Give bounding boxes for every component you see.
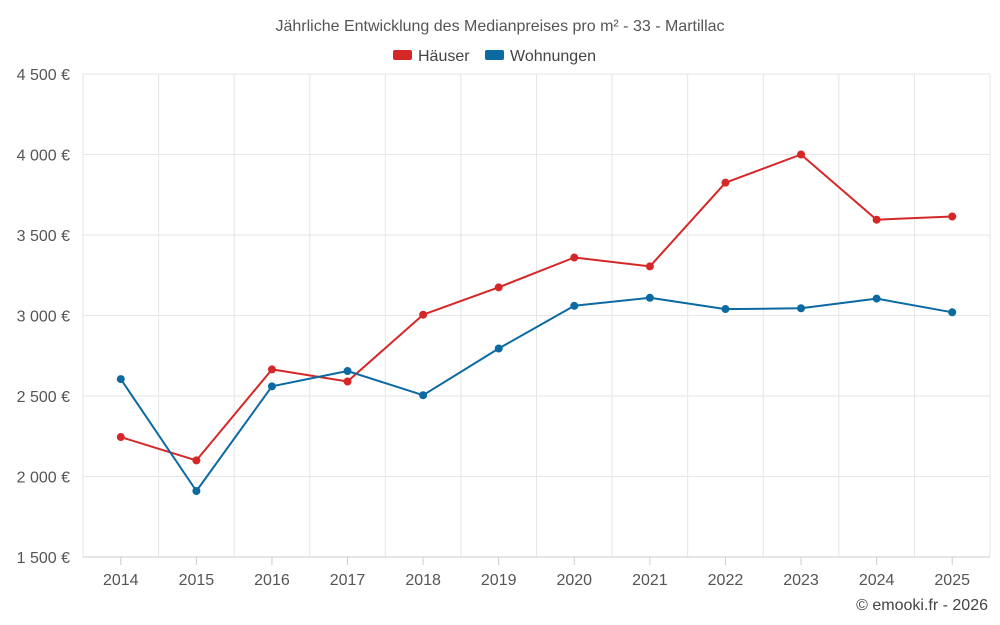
series-line-h-user [120,153,953,462]
data-point-wohnungen[interactable] [419,391,428,400]
x-tick-label: 2022 [708,572,744,589]
data-point-wohnungen[interactable] [797,304,806,313]
legend-swatch-wohnungen[interactable] [485,50,504,60]
credit-text: © emooki.fr - 2026 [856,597,988,614]
legend-label-wohnungen[interactable]: Wohnungen [510,48,596,65]
data-point-wohnungen[interactable] [948,308,957,317]
data-point-wohnungen[interactable] [192,486,201,495]
data-point-wohnungen[interactable] [645,293,654,302]
x-tick-label: 2019 [481,572,517,589]
data-point-h-user[interactable] [494,283,503,292]
x-tick-label: 2021 [632,572,668,589]
y-tick-label: 4 500 € [17,67,70,84]
x-tick-label: 2018 [405,572,441,589]
x-tick-label: 2017 [330,572,366,589]
data-point-h-user[interactable] [192,456,201,465]
data-point-h-user[interactable] [872,215,881,224]
data-point-h-user[interactable] [419,310,428,319]
data-point-h-user[interactable] [721,178,730,187]
data-point-wohnungen[interactable] [116,375,125,384]
data-point-h-user[interactable] [645,262,654,271]
x-tick-label: 2020 [556,572,592,589]
x-tick-label: 2016 [254,572,290,589]
legend-swatch-h-user[interactable] [393,50,412,60]
data-point-wohnungen[interactable] [343,367,352,376]
x-tick-label: 2024 [859,572,895,589]
data-point-h-user[interactable] [116,433,125,442]
y-tick-label: 2 000 € [17,470,70,487]
series-line-wohnungen [119,296,953,492]
y-axis: 1 500 € 2 000 € 2 500 € 3 000 € 3 500 € 4 000… [17,67,70,567]
x-tick-label: 2014 [103,572,139,589]
y-tick-label: 1 500 € [17,550,70,567]
data-point-h-user[interactable] [343,377,352,386]
data-point-wohnungen[interactable] [872,294,881,303]
data-point-h-user[interactable] [948,212,957,221]
y-tick-label: 4 000 € [17,148,70,165]
legend: Häuser Wohnungen [393,48,596,65]
grid [82,73,991,558]
y-tick-label: 3 000 € [17,309,70,326]
data-point-wohnungen[interactable] [721,305,730,314]
y-tick-label: 3 500 € [17,228,70,245]
x-tick-label: 2025 [934,572,970,589]
data-point-wohnungen[interactable] [267,382,276,391]
data-point-wohnungen[interactable] [494,344,503,353]
x-tick-label: 2023 [783,572,819,589]
series-layer [116,150,957,495]
data-point-h-user[interactable] [797,150,806,159]
legend-label-h-user[interactable]: Häuser [418,48,470,65]
chart-title: Jährliche Entwicklung des Medianpreises … [275,18,724,35]
data-point-wohnungen[interactable] [570,301,579,310]
data-point-h-user[interactable] [267,365,276,374]
x-axis: 2014 2015 2016 2017 2018 2019 2020 2021 2022 2023… [103,557,970,589]
y-tick-label: 2 500 € [17,389,70,406]
data-point-h-user[interactable] [570,253,579,262]
x-tick-label: 2015 [179,572,215,589]
